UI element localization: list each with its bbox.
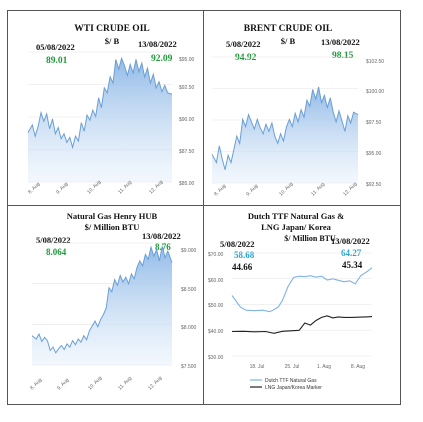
brent-unit: $/ B xyxy=(281,36,296,46)
brent-xtick: 9. Aug xyxy=(245,183,259,197)
brent-title: BRENT CRUDE OIL xyxy=(244,24,333,34)
ttf-xtick: 18. Jul xyxy=(250,364,265,370)
brent-y-ticks: $102.50 $100.00 $97.50 $95.00 $92.50 xyxy=(366,59,384,188)
henry-hub-series-line xyxy=(31,245,173,354)
ttf-xtick: 8. Aug xyxy=(351,364,365,370)
brent-start-value: 94.92 xyxy=(235,53,257,63)
brent-x-ticks: 8. Aug 9. Aug 10. Aug 11. Aug 12. Aug xyxy=(213,181,358,197)
ttf-title-line2: LNG Japan/ Korea xyxy=(261,222,331,232)
wti-xtick: 9. Aug xyxy=(55,181,69,195)
wti-xtick: 8. Aug xyxy=(27,181,41,195)
brent-xtick: 12. Aug xyxy=(342,181,358,197)
henry-hub-xtick: 10. Aug xyxy=(87,375,103,391)
wti-start-value: 89.01 xyxy=(46,56,68,66)
ttf-series-line-1 xyxy=(231,315,373,334)
brent-end-value: 98.15 xyxy=(332,51,354,61)
wti-series-line xyxy=(27,56,173,150)
henry-hub-start-value: 8.064 xyxy=(46,247,67,257)
wti-y-ticks: $95.00 $92.50 $90.00 $87.50 $85.00 xyxy=(179,57,195,187)
wti-title: WTI CRUDE OIL xyxy=(74,24,150,34)
brent-ytick: $102.50 xyxy=(366,59,384,65)
wti-end-date: 13/08/2022 xyxy=(138,39,177,49)
brent-plot xyxy=(211,56,359,184)
henry-hub-unit: $/ Million BTU xyxy=(85,222,140,232)
henry-hub-x-ticks: 8. Aug 9. Aug 10. Aug 11. Aug 12. Aug xyxy=(29,375,163,391)
brent-xtick: 8. Aug xyxy=(213,183,227,197)
brent-xtick: 11. Aug xyxy=(310,181,326,197)
henry-hub-ytick: $7.500 xyxy=(181,364,197,370)
brent-series-line xyxy=(211,86,359,170)
ttf-xtick: 1. Aug xyxy=(317,364,331,370)
brent-ytick: $92.50 xyxy=(366,182,382,188)
wti-unit: $/ B xyxy=(105,36,120,46)
wti-ytick: $90.00 xyxy=(179,117,195,123)
legend-label-lng: LNG Japan/Korea Marker xyxy=(265,385,322,391)
henry-hub-xtick: 12. Aug xyxy=(147,375,163,391)
wti-ytick: $87.50 xyxy=(179,149,195,155)
brent-ytick: $97.50 xyxy=(366,120,382,126)
brent-ytick: $100.00 xyxy=(366,89,384,95)
henry-hub-end-date: 13/08/2022 xyxy=(142,231,181,241)
ttf-y-ticks: $70.00 $60.00 $50.00 $40.00 $30.00 xyxy=(208,252,224,361)
henry-hub-plot xyxy=(31,242,173,366)
ttf-start-value-lng: 44.66 xyxy=(232,262,253,272)
henry-hub-ytick: $8.500 xyxy=(181,287,197,293)
ttf-title: Dutch TTF Natural Gas & xyxy=(248,211,344,221)
ttf-legend: Dutch TTF Natural Gas LNG Japan/Korea Ma… xyxy=(250,378,322,391)
ttf-plot xyxy=(231,252,373,357)
ttf-xtick: 25. Jul xyxy=(285,364,300,370)
wti-area-fill xyxy=(28,58,172,183)
wti-start-date: 05/08/2022 xyxy=(36,42,75,52)
chart-grid xyxy=(7,10,401,405)
henry-hub-end-value: 8.76 xyxy=(155,242,171,252)
ttf-series-line-0 xyxy=(231,267,373,313)
ttf-unit: $/ Million BTU xyxy=(284,234,336,243)
henry-hub-title: Natural Gas Henry HUB xyxy=(67,211,158,221)
ttf-ytick: $40.00 xyxy=(208,329,224,335)
ttf-x-ticks: 18. Jul 25. Jul 1. Aug 8. Aug xyxy=(250,364,366,370)
wti-ytick: $85.00 xyxy=(179,181,195,187)
henry-hub-xtick: 8. Aug xyxy=(29,377,43,391)
brent-panel xyxy=(204,10,401,206)
wti-ytick: $92.50 xyxy=(179,85,195,91)
henry-hub-ytick: $8.000 xyxy=(181,325,197,331)
brent-end-date: 13/08/2022 xyxy=(321,37,360,47)
ttf-end-date: 13/08/2022 xyxy=(331,236,370,246)
henry-hub-ytick: $9.000 xyxy=(181,248,197,254)
ttf-ytick: $30.00 xyxy=(208,355,224,361)
ttf-ytick: $60.00 xyxy=(208,278,224,284)
henry-hub-panel xyxy=(7,206,204,405)
wti-ytick: $95.00 xyxy=(179,57,195,63)
ttf-start-value-ttf: 58.68 xyxy=(234,250,255,260)
brent-start-date: 5/08/2022 xyxy=(226,39,260,49)
henry-hub-xtick: 9. Aug xyxy=(56,377,70,391)
ttf-ytick: $70.00 xyxy=(208,252,224,258)
henry-hub-area-fill xyxy=(32,246,172,365)
brent-xtick: 10. Aug xyxy=(278,181,294,197)
wti-panel xyxy=(7,10,204,206)
henry-hub-start-date: 5/08/2022 xyxy=(36,235,70,245)
henry-hub-y-ticks: $9.000 $8.500 $8.000 $7.500 xyxy=(181,248,197,370)
legend-label-ttf: Dutch TTF Natural Gas xyxy=(265,378,317,384)
ttf-ytick: $50.00 xyxy=(208,303,224,309)
wti-end-value: 92.09 xyxy=(151,54,173,64)
ttf-end-value-lng: 45.34 xyxy=(342,260,363,270)
wti-plot xyxy=(27,51,173,183)
henry-hub-xtick: 11. Aug xyxy=(117,375,133,391)
brent-ytick: $95.00 xyxy=(366,151,382,157)
ttf-start-date: 5/08/2022 xyxy=(220,239,254,249)
